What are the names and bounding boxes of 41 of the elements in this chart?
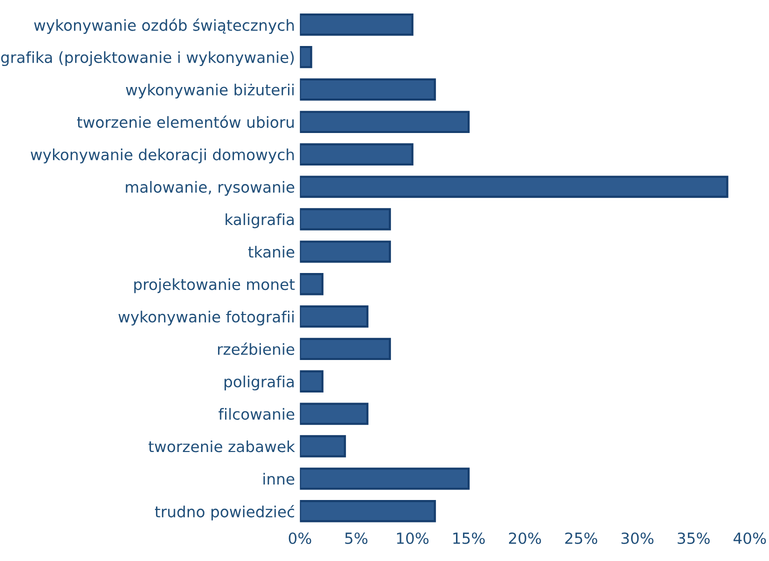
- x-tick-label: 20%: [508, 532, 541, 544]
- bar: [300, 370, 324, 392]
- y-tick-label: wykonywanie dekoracji domowych: [30, 148, 294, 164]
- x-tick-label: 15%: [453, 532, 485, 544]
- y-tick-label: rzeźbienie: [218, 342, 294, 355]
- bar: [300, 46, 312, 68]
- y-tick-label: inne: [263, 472, 294, 485]
- x-tick-label: 35%: [678, 532, 710, 544]
- x-tick-label: 5%: [345, 532, 368, 544]
- y-tick-label: tkanie: [248, 246, 294, 258]
- y-tick-label: wykonywanie fotografii: [118, 310, 294, 326]
- bar: [300, 240, 391, 263]
- bar: [300, 176, 728, 198]
- bar: [300, 208, 391, 230]
- bar: [300, 110, 470, 134]
- bar: [300, 305, 368, 328]
- bar: [300, 143, 414, 166]
- x-tick-label: 40%: [734, 532, 766, 544]
- y-tick-label: wykonywanie ozdób świątecznych: [34, 18, 294, 34]
- x-tick-label: 25%: [565, 532, 598, 544]
- bar: [300, 435, 346, 458]
- bar: [300, 78, 436, 101]
- x-tick-label: 30%: [621, 532, 654, 544]
- y-tick-label: projektowanie monet: [134, 278, 295, 294]
- y-tick-label: filcowanie: [218, 408, 294, 420]
- bar: [300, 468, 470, 490]
- y-tick-label: malowanie, rysowanie: [126, 180, 294, 196]
- y-tick-label: wykonywanie biżuterii: [126, 84, 294, 98]
- bar: [300, 500, 436, 522]
- y-tick-label: tworzenie elementów ubioru: [77, 116, 294, 128]
- x-tick-label: 10%: [397, 532, 429, 544]
- y-tick-label: grafika (projektowanie i wykonywanie): [1, 51, 294, 66]
- bar: [300, 14, 414, 36]
- x-tick-label: 0%: [288, 532, 312, 544]
- y-tick-label: trudno powiedzieć: [154, 505, 294, 520]
- y-tick-label: kaligrafia: [226, 213, 294, 228]
- bar: [300, 272, 324, 296]
- bar: [300, 338, 391, 360]
- y-tick-label: poligrafia: [224, 376, 294, 390]
- y-tick-label: tworzenie zabawek: [148, 440, 296, 452]
- bar: [300, 402, 368, 425]
